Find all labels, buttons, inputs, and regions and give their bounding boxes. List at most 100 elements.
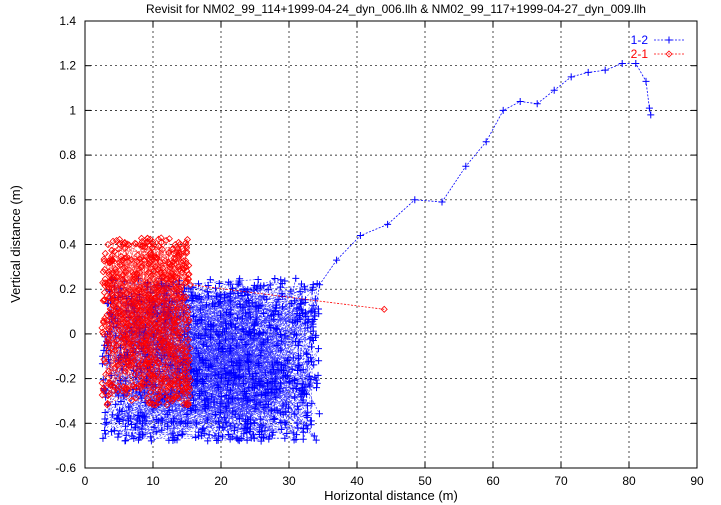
y-axis-title: Vertical distance (m) bbox=[8, 185, 23, 303]
y-tick-label: -0.6 bbox=[55, 461, 76, 475]
y-tick-label: 1 bbox=[69, 103, 76, 117]
data-point bbox=[204, 402, 212, 410]
data-layer bbox=[98, 59, 655, 445]
data-point bbox=[250, 419, 258, 427]
data-point bbox=[196, 315, 204, 323]
data-point bbox=[214, 331, 222, 339]
data-point bbox=[121, 437, 129, 445]
data-point bbox=[216, 409, 224, 417]
data-point bbox=[242, 309, 250, 317]
chart-title: Revisit for NM02_99_114+1999-04-24_dyn_0… bbox=[146, 2, 646, 16]
data-point bbox=[158, 426, 166, 434]
data-point bbox=[298, 306, 306, 314]
data-point bbox=[237, 335, 245, 343]
data-point bbox=[198, 355, 206, 363]
data-point bbox=[222, 418, 230, 426]
data-point bbox=[211, 371, 219, 379]
data-point bbox=[309, 283, 317, 291]
data-point bbox=[226, 311, 234, 319]
legend-label-2-1: 2-1 bbox=[631, 47, 649, 61]
data-point bbox=[215, 279, 223, 287]
data-point bbox=[101, 427, 109, 435]
data-point bbox=[192, 406, 200, 414]
data-point bbox=[307, 375, 315, 383]
x-tick-label: 0 bbox=[82, 474, 89, 488]
data-point bbox=[307, 308, 315, 316]
data-point bbox=[296, 305, 304, 313]
data-point bbox=[193, 372, 201, 380]
data-point bbox=[281, 434, 289, 442]
data-point bbox=[200, 341, 208, 349]
data-point bbox=[244, 358, 252, 366]
data-point bbox=[227, 297, 235, 305]
data-point bbox=[217, 311, 225, 319]
data-point bbox=[256, 398, 264, 406]
data-point bbox=[217, 392, 225, 400]
x-tick-label: 80 bbox=[622, 474, 636, 488]
data-point bbox=[250, 335, 258, 343]
data-point bbox=[296, 288, 304, 296]
data-point bbox=[270, 415, 278, 423]
x-tick-label: 20 bbox=[214, 474, 228, 488]
data-point bbox=[208, 393, 216, 401]
data-point bbox=[293, 419, 301, 427]
data-point bbox=[217, 400, 225, 408]
data-point bbox=[138, 425, 146, 433]
data-point bbox=[315, 357, 323, 365]
data-point bbox=[264, 400, 272, 408]
y-tick-label: 0.8 bbox=[59, 148, 76, 162]
data-point bbox=[100, 346, 108, 354]
data-point bbox=[254, 276, 262, 284]
data-point bbox=[184, 420, 192, 428]
x-tick-label: 90 bbox=[690, 474, 704, 488]
data-point bbox=[249, 383, 257, 391]
data-point bbox=[201, 332, 209, 340]
data-point bbox=[101, 409, 109, 417]
data-point bbox=[265, 432, 273, 440]
data-point bbox=[310, 315, 318, 323]
ticks: 0 10 20 30 40 50 60 70 80 90 -0.6 -0.4 -0.2 0 0.2 0.4 0.… bbox=[55, 14, 704, 488]
data-point bbox=[284, 404, 292, 412]
data-point bbox=[213, 292, 221, 300]
y-tick-label: -0.4 bbox=[55, 416, 76, 430]
data-point bbox=[249, 299, 257, 307]
data-point bbox=[292, 435, 300, 443]
data-point bbox=[283, 356, 291, 364]
data-point bbox=[197, 306, 205, 314]
data-point bbox=[228, 321, 236, 329]
data-point bbox=[272, 325, 280, 333]
data-point bbox=[211, 432, 219, 440]
data-point bbox=[101, 430, 109, 438]
data-point bbox=[236, 366, 244, 374]
data-point bbox=[228, 335, 236, 343]
data-point bbox=[303, 350, 311, 358]
data-point bbox=[215, 423, 223, 431]
data-point bbox=[191, 291, 199, 299]
data-point bbox=[233, 342, 241, 350]
data-point bbox=[249, 376, 257, 384]
data-point bbox=[243, 298, 251, 306]
data-point bbox=[195, 365, 203, 373]
data-point bbox=[199, 425, 207, 433]
data-point bbox=[314, 371, 322, 379]
data-point bbox=[533, 100, 541, 108]
data-point bbox=[211, 410, 219, 418]
data-point bbox=[119, 416, 127, 424]
data-point bbox=[278, 337, 286, 345]
data-point bbox=[308, 306, 316, 314]
data-point bbox=[101, 420, 109, 428]
data-point bbox=[276, 283, 284, 291]
data-point bbox=[277, 426, 285, 434]
data-point bbox=[222, 404, 230, 412]
data-point bbox=[295, 352, 303, 360]
data-point bbox=[315, 410, 323, 418]
data-point bbox=[257, 437, 265, 445]
data-point bbox=[168, 430, 176, 438]
data-point bbox=[294, 424, 302, 432]
data-point bbox=[305, 372, 313, 380]
data-point bbox=[279, 402, 287, 410]
data-point bbox=[272, 386, 280, 394]
legend-marker-1-2 bbox=[665, 36, 673, 44]
data-point bbox=[225, 377, 233, 385]
data-point bbox=[251, 405, 259, 413]
